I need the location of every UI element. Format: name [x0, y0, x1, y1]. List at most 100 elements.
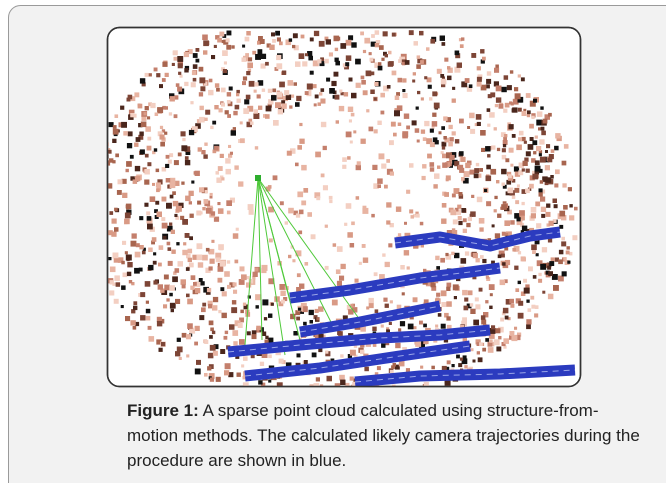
- cloud-point: [207, 352, 214, 359]
- cloud-point: [139, 245, 144, 250]
- cloud-point: [234, 165, 239, 170]
- cloud-point: [116, 190, 122, 195]
- cloud-point: [190, 285, 195, 290]
- cloud-point: [303, 360, 308, 364]
- cloud-point: [233, 110, 238, 116]
- cloud-point: [536, 146, 542, 152]
- cloud-point: [238, 279, 245, 285]
- cloud-point: [191, 126, 198, 133]
- cloud-point: [169, 222, 173, 226]
- cloud-point: [217, 262, 222, 267]
- cloud-point: [516, 219, 523, 226]
- cloud-point: [295, 213, 301, 218]
- cloud-point: [173, 114, 178, 119]
- cloud-point: [496, 147, 501, 152]
- cloud-point: [392, 363, 396, 367]
- cloud-point: [245, 94, 251, 100]
- cloud-point: [485, 175, 492, 182]
- cloud-point: [156, 339, 162, 345]
- cloud-point: [247, 62, 253, 69]
- cloud-point: [224, 370, 230, 376]
- cloud-point: [141, 82, 146, 87]
- cloud-point: [306, 91, 312, 97]
- cloud-point: [217, 166, 223, 171]
- cloud-point: [440, 151, 444, 155]
- cloud-point: [212, 149, 217, 154]
- cloud-point: [251, 334, 257, 340]
- cloud-point: [216, 177, 222, 183]
- cloud-point: [206, 287, 212, 293]
- cloud-point: [142, 247, 146, 251]
- cloud-point: [316, 317, 320, 321]
- cloud-point: [307, 212, 312, 217]
- cloud-point: [454, 50, 460, 56]
- cloud-point: [445, 254, 452, 260]
- cloud-point: [255, 54, 261, 60]
- cloud-point: [177, 152, 182, 157]
- cloud-point: [182, 219, 188, 225]
- cloud-point: [159, 125, 164, 129]
- cloud-point: [132, 113, 137, 118]
- cloud-point: [531, 113, 536, 118]
- cloud-point: [128, 280, 133, 284]
- cloud-point: [471, 194, 475, 198]
- cloud-point: [174, 180, 180, 186]
- cloud-point: [257, 49, 263, 54]
- cloud-point: [475, 114, 482, 120]
- cloud-point: [146, 145, 152, 151]
- cloud-point: [229, 282, 235, 288]
- cloud-point: [209, 258, 215, 264]
- cloud-point: [488, 333, 495, 339]
- cloud-point: [459, 151, 464, 156]
- cloud-point: [304, 91, 309, 95]
- cloud-point: [177, 56, 184, 62]
- cloud-point: [308, 55, 313, 61]
- cloud-point: [315, 151, 321, 158]
- cloud-point: [331, 299, 338, 306]
- cloud-point: [121, 121, 127, 128]
- cloud-point: [444, 57, 449, 62]
- cloud-point: [547, 293, 554, 300]
- cloud-point: [346, 305, 352, 311]
- cloud-point: [108, 160, 111, 166]
- cloud-point: [169, 177, 176, 184]
- cloud-point: [409, 209, 414, 214]
- cloud-point: [121, 178, 127, 184]
- cloud-point: [256, 94, 261, 99]
- cloud-point: [412, 79, 416, 83]
- cloud-point: [144, 169, 150, 175]
- cloud-point: [406, 266, 410, 270]
- cloud-point: [542, 118, 548, 124]
- cloud-point: [134, 142, 139, 147]
- cloud-point: [368, 297, 374, 304]
- cloud-point: [242, 382, 249, 386]
- cloud-point: [204, 117, 208, 121]
- cloud-point: [175, 215, 180, 220]
- cloud-point: [124, 218, 130, 225]
- cloud-point: [461, 177, 465, 181]
- cloud-point: [494, 67, 500, 73]
- cloud-point: [268, 99, 274, 105]
- cloud-point: [569, 215, 575, 221]
- cloud-point: [373, 183, 379, 189]
- cloud-point: [176, 337, 181, 342]
- cloud-point: [313, 103, 317, 107]
- cloud-point: [530, 295, 535, 300]
- cloud-point: [162, 61, 168, 67]
- cloud-point: [447, 75, 452, 81]
- cloud-point: [546, 262, 552, 268]
- cloud-point: [320, 173, 325, 178]
- cloud-point: [444, 137, 450, 143]
- cloud-point: [429, 128, 434, 133]
- cloud-point: [192, 254, 198, 260]
- cloud-point: [147, 162, 152, 167]
- cloud-point: [420, 365, 424, 369]
- cloud-point: [247, 295, 251, 299]
- cloud-point: [332, 243, 337, 247]
- cloud-point: [213, 216, 220, 222]
- cloud-point: [547, 157, 553, 163]
- cloud-point: [232, 330, 239, 336]
- cloud-point: [526, 299, 530, 303]
- cloud-point: [520, 291, 526, 296]
- cloud-point: [361, 244, 366, 248]
